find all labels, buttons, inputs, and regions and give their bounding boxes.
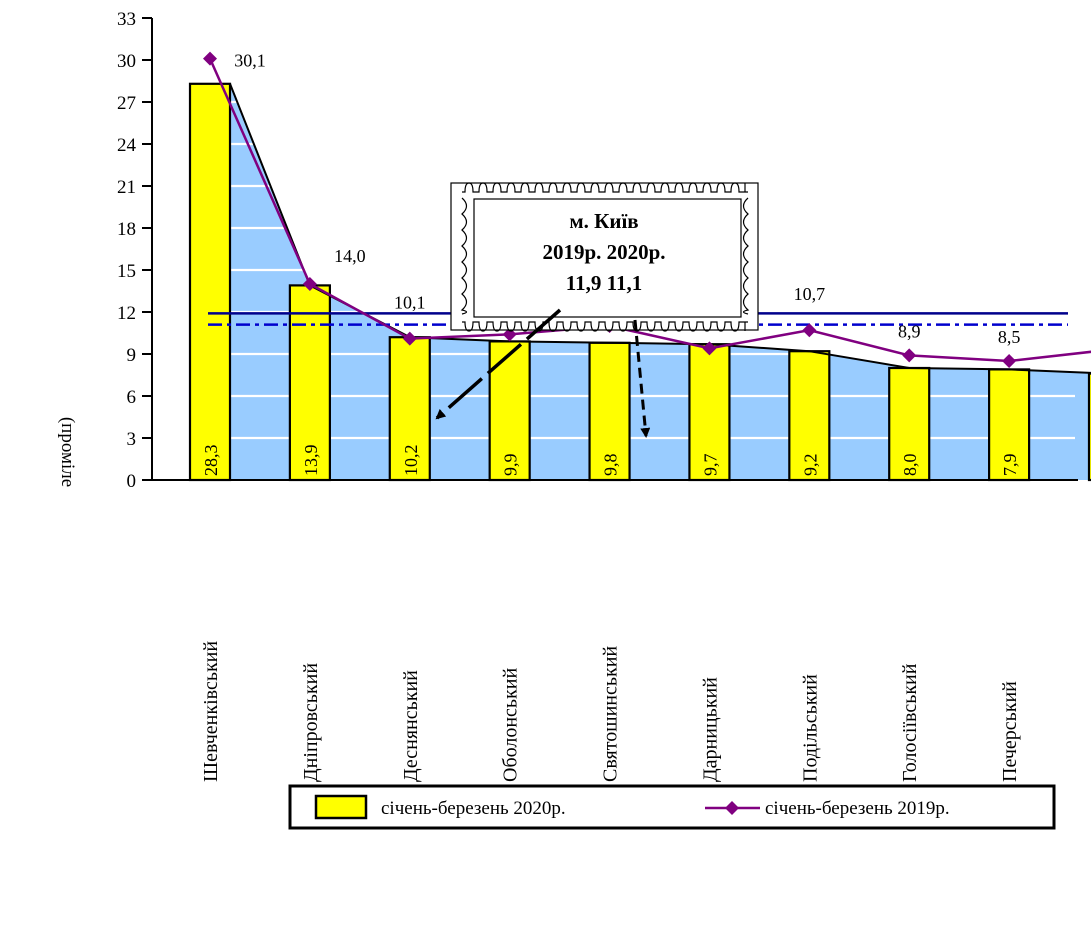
annotation-line-3: 11,9 11,1 [566, 271, 642, 295]
category-label-group: Шевченківський Дніпровський Деснянський Обо… [200, 641, 1021, 782]
legend-swatch-2020 [314, 794, 368, 820]
bar-9 [1087, 372, 1091, 482]
data-label-2020-1: 13,9 [301, 445, 321, 477]
data-label-2020-6: 9,2 [800, 454, 820, 477]
area-fill-2020 [230, 83, 1091, 480]
stamp-border-right [742, 197, 750, 315]
category-label-7: Голосіївський [899, 663, 921, 782]
data-label-2020-4: 9,8 [601, 454, 621, 477]
ytick-label-15: 15 [117, 261, 136, 282]
legend-marker-2019 [725, 801, 739, 815]
annotation-arrow-2020 [633, 319, 651, 438]
data-label-2020-2: 10,2 [401, 445, 421, 477]
ytick-label-3: 3 [127, 429, 137, 450]
category-label-4: Святошинський [600, 646, 622, 782]
data-label-2019-1: 14,0 [334, 246, 366, 266]
bars-2020 [188, 82, 1091, 482]
annotation-arrow-2019 [435, 308, 562, 420]
stamp-border-top [462, 182, 748, 193]
category-label-5: Дарницький [699, 677, 721, 782]
ytick-label-24: 24 [117, 135, 137, 156]
bar-5 [688, 343, 731, 482]
stamp-border-left [460, 197, 468, 315]
marker-2019-5 [702, 341, 717, 356]
marker-2019-2 [402, 331, 417, 346]
ytick-label-0: 0 [127, 471, 137, 492]
ytick-label-6: 6 [127, 387, 137, 408]
annotation-box: м. Київ 2019р. 2020р. 11,9 11,1 [435, 182, 759, 438]
stamp-border-bottom [462, 321, 748, 332]
legend-label-2020: січень-березень 2020р. [381, 798, 566, 819]
data-label-2020-0: 28,3 [201, 445, 221, 477]
data-label-2019-0: 30,1 [234, 51, 266, 71]
ytick-label-9: 9 [127, 345, 137, 366]
annotation-line-2: 2019р. 2020р. [542, 240, 665, 264]
data-label-2019-2: 10,1 [394, 293, 426, 313]
category-label-0: Шевченківський [200, 641, 222, 782]
marker-2019-3 [502, 327, 517, 342]
category-label-8: Печерський [999, 681, 1021, 782]
data-label-2019-6: 10,7 [794, 284, 826, 304]
annotation-line-1: м. Київ [569, 209, 638, 233]
y-axis-label: (проміле [57, 417, 78, 487]
marker-2019-1 [302, 277, 317, 291]
marker-2019-0 [203, 51, 217, 66]
ytick-label-30: 30 [117, 51, 136, 72]
bar-6 [788, 350, 831, 482]
series-line-2019 [208, 58, 1091, 363]
y-axis-ticks: 0 3 6 9 12 15 18 21 24 27 30 33 [117, 9, 152, 492]
data-label-2019-7: 8,9 [898, 321, 921, 341]
ytick-label-33: 33 [117, 9, 136, 30]
category-labels: Шевченківський Дніпровський Деснянський Обо… [200, 641, 1021, 782]
category-label-1: Дніпровський [300, 663, 322, 782]
data-label-2020-3: 9,9 [501, 454, 521, 477]
category-label-2: Деснянський [400, 670, 422, 782]
bar-4 [588, 341, 631, 482]
ytick-label-21: 21 [117, 177, 136, 198]
bar-0 [188, 82, 232, 482]
ytick-label-12: 12 [117, 303, 136, 324]
category-label-3: Оболонський [500, 668, 522, 782]
data-label-2020-5: 9,7 [700, 454, 720, 477]
data-labels-2020: 28,313,910,29,99,89,79,28,07,97,6 [201, 445, 1020, 477]
marker-2019-6 [802, 323, 817, 338]
legend-label-2019: січень-березень 2019р. [765, 798, 950, 819]
marker-2019-7 [902, 348, 917, 363]
data-label-2019-8: 8,5 [998, 327, 1021, 347]
data-label-2020-7: 8,0 [900, 454, 920, 477]
ytick-label-18: 18 [117, 219, 136, 240]
marker-2019-8 [1002, 354, 1017, 368]
legend: січень-березень 2020р. січень-березень 2… [288, 784, 1056, 830]
data-label-2020-8: 7,9 [1000, 454, 1020, 477]
category-label-6: Подільський [799, 674, 821, 782]
ytick-label-27: 27 [117, 93, 136, 114]
